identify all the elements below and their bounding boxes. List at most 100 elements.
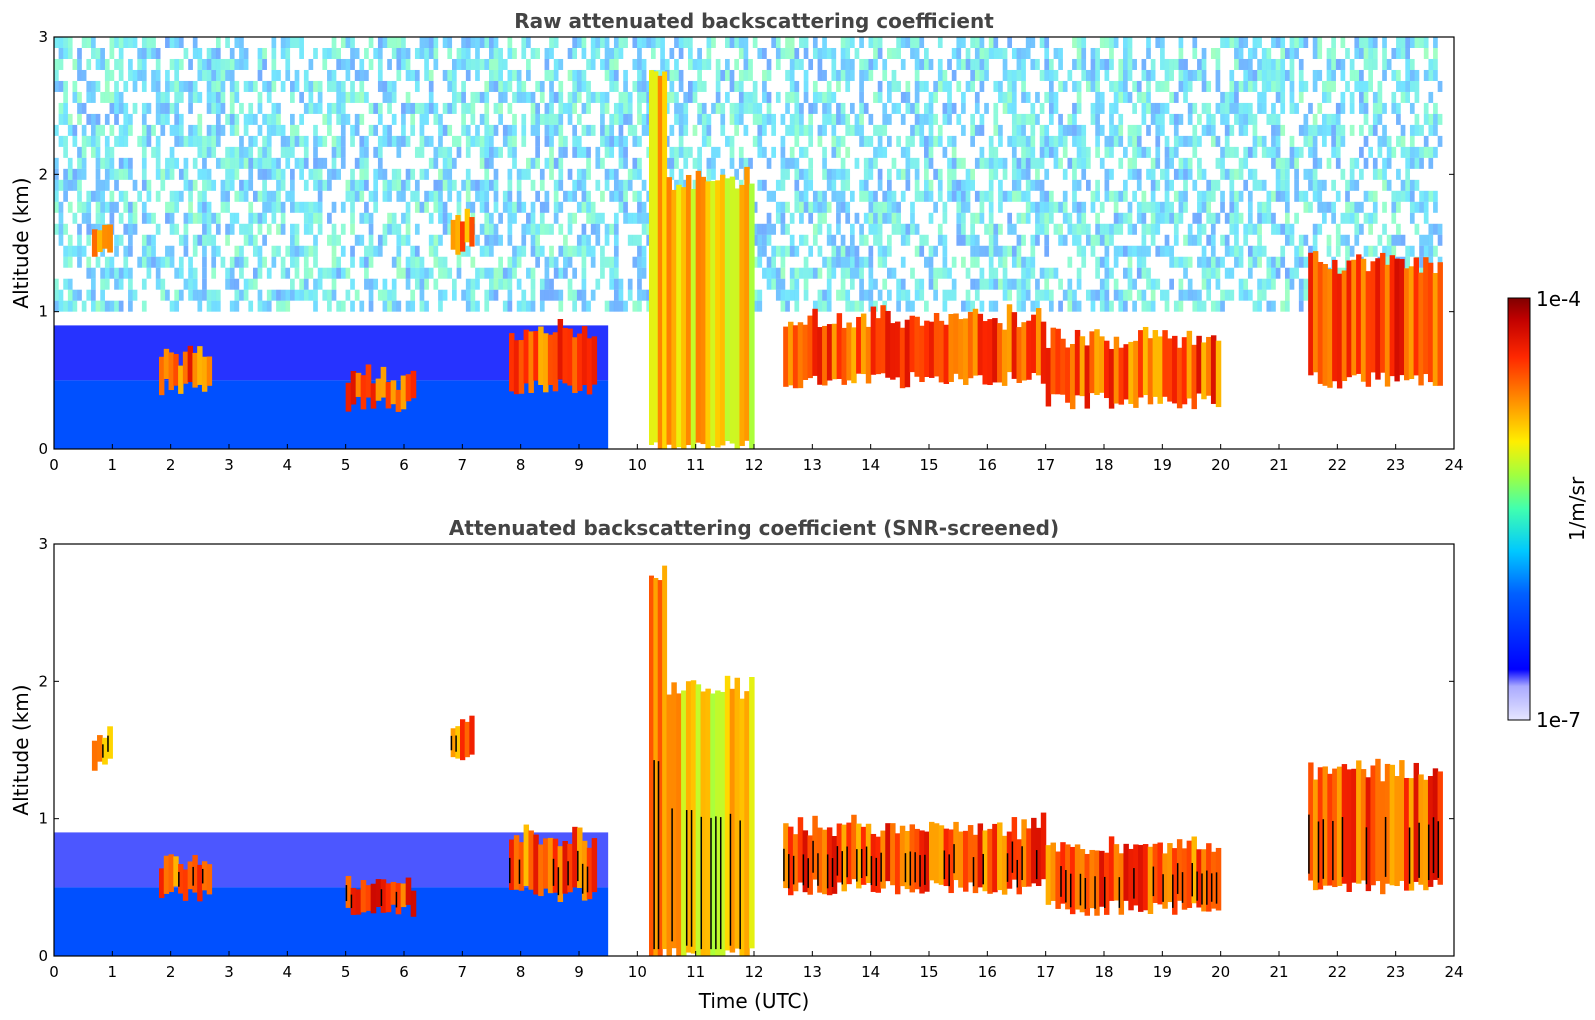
noise-cell — [891, 190, 897, 202]
noise-cell — [290, 223, 295, 235]
noise-cell — [350, 124, 355, 136]
noise-cell — [988, 212, 994, 224]
noise-cell — [484, 157, 490, 169]
noise-cell — [447, 69, 453, 81]
noise-cell — [873, 124, 878, 136]
noise-cell — [313, 212, 318, 224]
noise-cell — [1234, 58, 1239, 70]
noise-cell — [382, 80, 388, 92]
noise-cell — [817, 300, 823, 312]
noise-cell — [826, 223, 832, 235]
noise-cell — [114, 179, 119, 191]
noise-cell — [641, 256, 647, 268]
noise-cell — [128, 300, 133, 312]
noise-cell — [595, 157, 601, 169]
noise-cell — [1141, 256, 1147, 268]
noise-cell — [336, 267, 341, 279]
noise-cell — [743, 157, 749, 169]
noise-cell — [475, 135, 480, 147]
noise-cell — [1386, 256, 1392, 268]
noise-cell — [155, 146, 161, 158]
noise-cell — [1377, 146, 1383, 158]
x-tick-label: 12 — [744, 963, 763, 981]
noise-cell — [572, 212, 578, 224]
noise-cell — [637, 37, 642, 48]
noise-cell — [475, 69, 480, 81]
noise-cell — [586, 245, 591, 257]
noise-cell — [438, 113, 443, 125]
noise-cell — [882, 146, 888, 158]
noise-cell — [58, 300, 64, 312]
x-tick-label: 19 — [1153, 456, 1172, 474]
noise-cell — [192, 47, 198, 59]
noise-cell — [623, 157, 628, 169]
noise-cell — [206, 234, 212, 246]
noise-cell — [95, 47, 101, 59]
x-tick-label: 16 — [978, 963, 997, 981]
noise-cell — [479, 146, 485, 158]
noise-cell — [799, 168, 804, 180]
noise-cell — [220, 124, 226, 136]
noise-cell — [1007, 289, 1013, 301]
noise-cell — [1391, 47, 1397, 59]
noise-cell — [836, 245, 841, 257]
cloud-layer-mark — [1045, 845, 1052, 905]
noise-cell — [257, 256, 263, 268]
noise-cell — [743, 91, 749, 103]
noise-cell — [442, 146, 448, 158]
noise-cell — [1048, 267, 1054, 279]
cloud-layer-mark — [1084, 853, 1091, 916]
noise-cell — [313, 300, 318, 312]
saturated-mark — [201, 868, 204, 884]
noise-cell — [581, 245, 587, 257]
x-tick-label: 21 — [1269, 963, 1288, 981]
noise-cell — [1127, 124, 1133, 136]
cloud-layer-mark — [1317, 261, 1324, 384]
noise-cell — [799, 102, 804, 114]
noise-cell — [1428, 190, 1434, 202]
cloud-layer-mark — [1413, 762, 1419, 882]
noise-cell — [1354, 47, 1360, 59]
noise-cell — [1229, 212, 1235, 224]
noise-cell — [544, 113, 550, 125]
cloud-layer-mark — [1336, 766, 1343, 886]
noise-cell — [937, 69, 943, 81]
noise-cell — [1275, 179, 1281, 191]
noise-cell — [526, 168, 531, 180]
aerosol-layer-mark — [405, 374, 412, 402]
noise-cell — [1340, 234, 1346, 246]
noise-cell — [729, 146, 735, 158]
noise-cell — [817, 58, 823, 70]
noise-cell — [734, 124, 739, 136]
noise-cell — [294, 289, 300, 301]
noise-cell — [1030, 102, 1036, 114]
noise-cell — [484, 58, 490, 70]
noise-cell — [586, 168, 591, 180]
noise-cell — [572, 245, 578, 257]
cloud-layer-mark — [1040, 812, 1047, 880]
noise-cell — [197, 146, 203, 158]
noise-cell — [836, 80, 841, 92]
noise-cell — [1206, 80, 1212, 92]
noise-cell — [410, 168, 416, 180]
noise-cell — [354, 47, 360, 59]
noise-cell — [766, 157, 772, 169]
noise-cell — [1206, 256, 1212, 268]
noise-cell — [905, 168, 911, 180]
cloud-layer-mark — [1210, 851, 1217, 909]
cloud-layer-mark — [1011, 312, 1018, 379]
noise-cell — [174, 37, 180, 48]
x-tick-label: 6 — [399, 963, 409, 981]
noise-cell — [1072, 124, 1077, 136]
noise-cell — [498, 91, 503, 103]
noise-cell — [581, 234, 587, 246]
noise-cell — [1039, 37, 1045, 48]
noise-cell — [877, 234, 883, 246]
noise-cell — [77, 256, 82, 268]
noise-cell — [803, 91, 809, 103]
noise-cell — [1363, 91, 1369, 103]
noise-cell — [1053, 223, 1059, 235]
noise-cell — [928, 113, 934, 125]
noise-cell — [1368, 190, 1373, 202]
noise-cell — [1303, 234, 1309, 246]
